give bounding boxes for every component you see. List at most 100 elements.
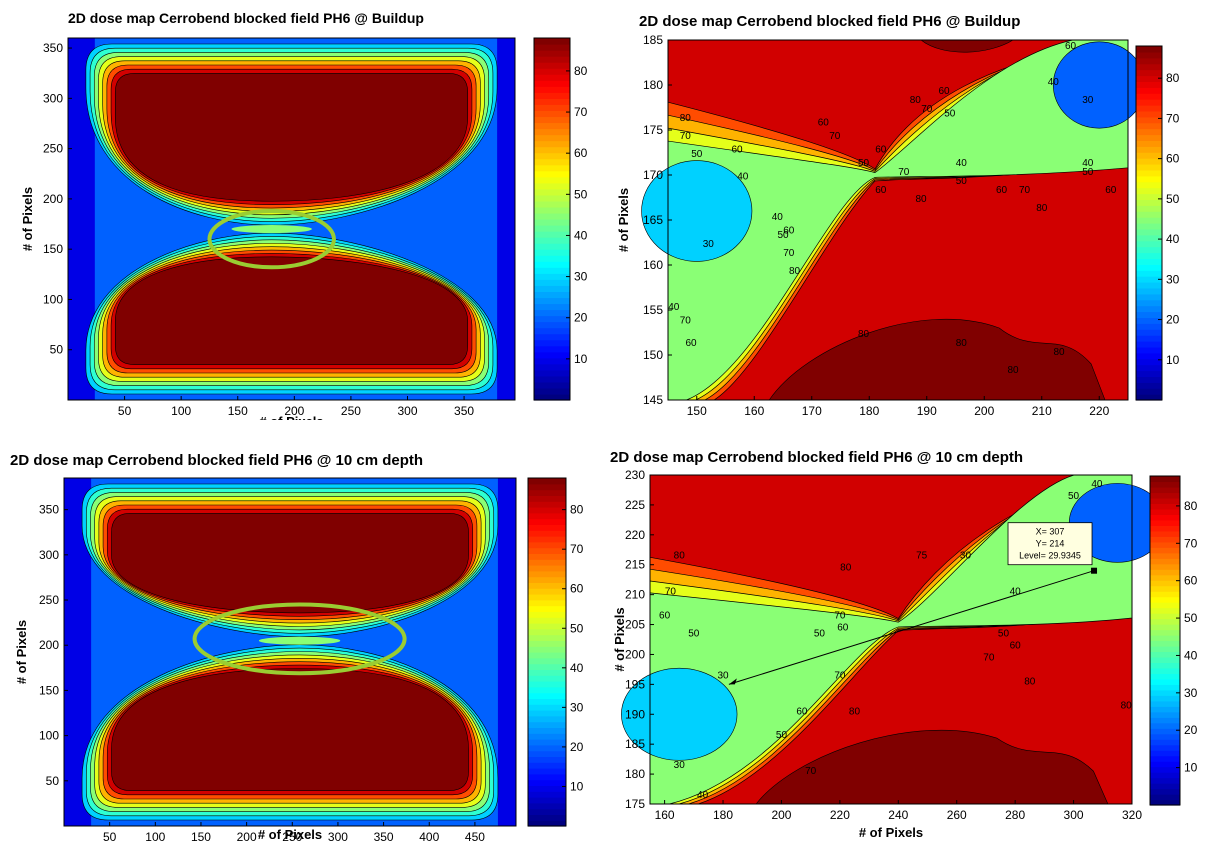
contour-label: 60	[1010, 640, 1022, 651]
dose-field	[68, 38, 515, 400]
colorbar-tick-label: 10	[1166, 353, 1180, 367]
x-tick-label: 100	[145, 830, 165, 842]
colorbar-step	[1136, 276, 1162, 283]
colorbar-step	[528, 599, 566, 607]
datatip-marker[interactable]	[1091, 567, 1098, 574]
x-axis-label: # of Pixels	[258, 827, 322, 842]
colorbar-step	[534, 110, 570, 118]
colorbar-step	[1136, 187, 1162, 195]
colorbar-step	[1150, 678, 1180, 685]
colorbar-tick-label: 40	[574, 228, 588, 242]
chart-title: 2D dose map Cerrobend blocked field PH6 …	[639, 13, 1020, 30]
upper-lobe-band	[114, 73, 469, 202]
colorbar-step	[534, 194, 570, 202]
colorbar-tick-label: 40	[1184, 648, 1198, 662]
contour-label: 60	[1065, 41, 1077, 52]
contour-label: 80	[858, 329, 870, 340]
colorbar-step	[1136, 175, 1162, 183]
x-tick-label: 250	[282, 830, 302, 842]
colorbar-step	[528, 478, 566, 485]
colorbar-step	[534, 134, 570, 142]
colorbar-step	[528, 536, 566, 543]
colorbar-step	[534, 38, 570, 45]
colorbar-step	[1150, 508, 1180, 515]
colorbar: 10 20 30 40 50 60 70 80	[1149, 475, 1198, 806]
colorbar-step	[534, 140, 570, 148]
colorbar-step	[528, 623, 566, 630]
y-tick-label: 195	[625, 677, 645, 691]
chart-title: 2D dose map Cerrobend blocked field PH6 …	[610, 449, 1023, 466]
colorbar-step	[534, 279, 570, 286]
colorbar-step	[1136, 287, 1162, 295]
colorbar-step	[1136, 205, 1162, 212]
colorbar-step	[1136, 75, 1162, 82]
hot-spot-lower	[768, 319, 1106, 401]
x-tick-label: 160	[655, 808, 675, 822]
y-tick-label: 200	[39, 638, 59, 652]
datatip[interactable]: X= 307 Y= 214 Level= 29.9345	[1007, 522, 1093, 566]
y-tick-label: 150	[643, 348, 663, 362]
contour-label: 80	[849, 706, 861, 717]
colorbar-step	[534, 345, 570, 353]
highlight-ellipse	[192, 602, 407, 676]
colorbar-step	[534, 188, 570, 196]
contour-label: 70	[665, 587, 677, 598]
colorbar-step	[1150, 481, 1180, 488]
x-tick-label: 150	[687, 404, 707, 418]
y-axis-label: # of Pixels	[616, 188, 631, 252]
y-tick-label: 50	[50, 343, 64, 357]
colorbar-step	[528, 565, 566, 572]
contour-label: 30	[1082, 95, 1094, 106]
colorbar-step	[1150, 667, 1180, 674]
colorbar-step	[528, 820, 566, 827]
colorbar-step	[1150, 629, 1180, 636]
colorbar-step	[528, 669, 566, 676]
colorbar-step	[528, 704, 566, 711]
x-tick-label: 350	[374, 830, 394, 842]
colorbar-step	[1150, 613, 1180, 620]
y-tick-label: 185	[625, 737, 645, 751]
y-tick-label: 150	[39, 683, 59, 697]
contour-label: 80	[1121, 700, 1133, 711]
colorbar-step	[1136, 169, 1162, 177]
y-axis-label: # of Pixels	[14, 620, 29, 684]
colorbar-step	[534, 333, 570, 341]
y-tick-label: 215	[625, 558, 645, 572]
contour-label: 60	[996, 185, 1008, 196]
x-tick-label: 320	[1122, 808, 1142, 822]
y-tick-label: 300	[39, 548, 59, 562]
colorbar-step	[528, 785, 566, 792]
colorbar-step	[534, 176, 570, 184]
contour-label: 30	[674, 760, 686, 771]
colorbar-step	[1136, 140, 1162, 147]
x-tick-label: 50	[103, 830, 117, 842]
contour-label: 30	[703, 239, 715, 250]
colorbar-step	[1150, 476, 1180, 483]
colorbar-frame	[1135, 45, 1163, 401]
colorbar-step	[1136, 46, 1162, 53]
colorbar-step	[1150, 739, 1180, 746]
y-tick-label: 170	[643, 168, 663, 182]
colorbar-step	[1150, 695, 1180, 702]
contour-label: 80	[680, 113, 692, 124]
colorbar-step	[1136, 246, 1162, 254]
y-tick-label: 300	[43, 91, 63, 105]
colorbar-tick-label: 30	[1166, 272, 1180, 286]
colorbar-step	[534, 74, 570, 81]
colorbar-step	[1150, 596, 1180, 603]
colorbar-step	[528, 576, 566, 583]
chart-title: 2D dose map Cerrobend blocked field PH6 …	[68, 10, 424, 26]
plot-frame	[67, 37, 516, 401]
colorbar-step	[1136, 57, 1162, 65]
colorbar-step	[534, 327, 570, 335]
colorbar-step	[534, 104, 570, 111]
y-tick-label: 220	[625, 528, 645, 542]
colorbar-step	[1136, 352, 1162, 360]
colorbar-step	[1150, 766, 1180, 773]
x-tick-label: 150	[228, 404, 248, 418]
y-tick-label: 250	[43, 142, 63, 156]
colorbar-step	[1150, 656, 1180, 664]
contour-label: 40	[1082, 158, 1094, 169]
colorbar-step	[528, 541, 566, 549]
colorbar-step	[534, 243, 570, 250]
